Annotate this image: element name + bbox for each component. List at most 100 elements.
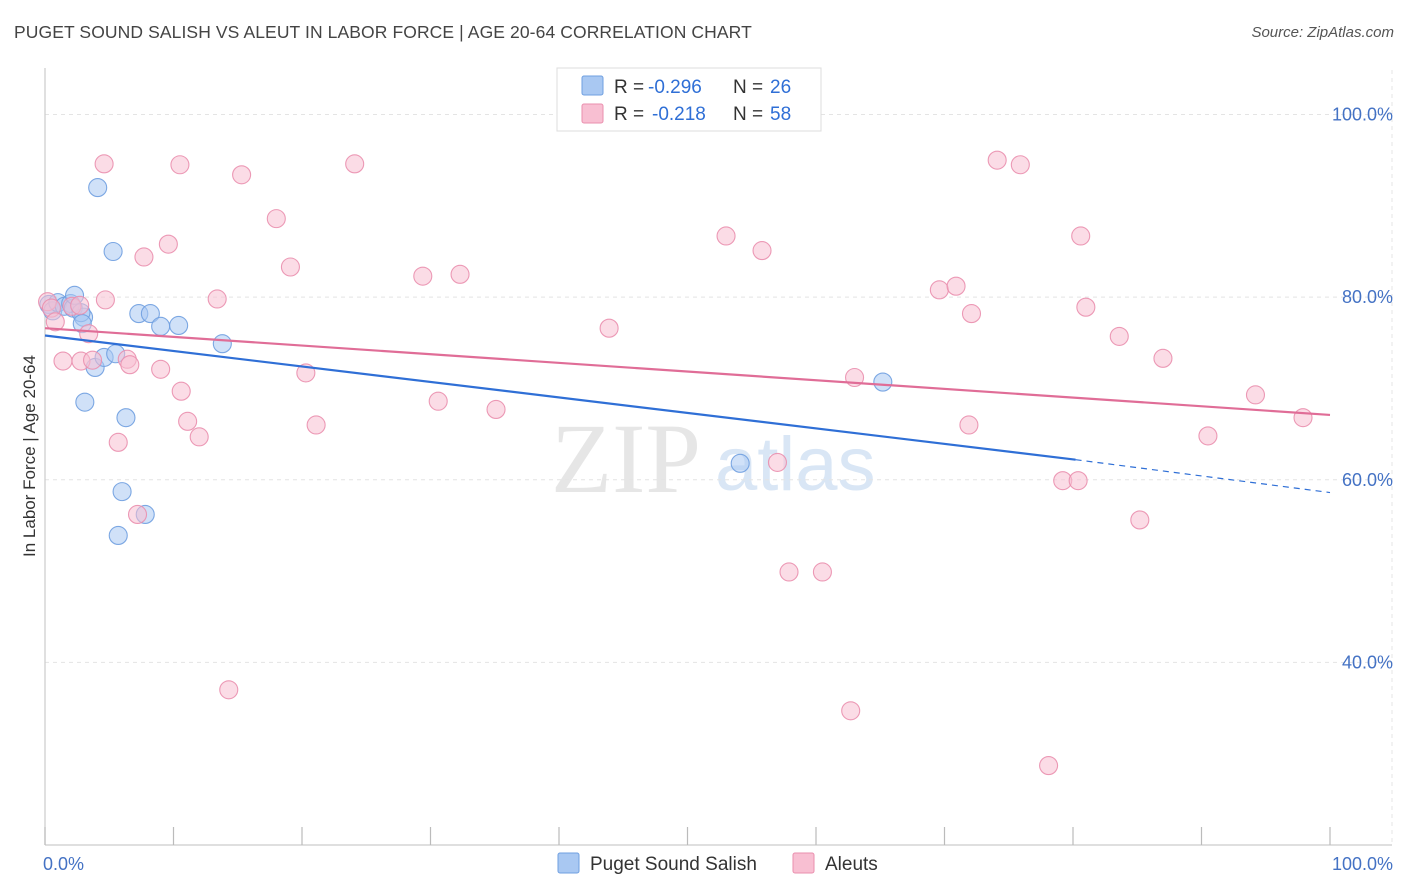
data-point-aleuts-18	[170, 155, 190, 175]
data-point-aleuts-24	[232, 165, 252, 185]
legend-n-label-salish: N =	[733, 77, 763, 98]
data-point-salish-26	[873, 372, 893, 392]
data-point-aleuts-13	[120, 355, 140, 375]
bottom-legend-swatch-aleuts	[792, 852, 815, 874]
data-point-aleuts-40	[841, 701, 861, 721]
axes	[44, 68, 1392, 846]
bottom-legend-label-puget-sound-salish: Puget Sound Salish	[590, 854, 757, 875]
data-point-aleuts-10	[95, 290, 115, 310]
data-point-aleuts-55	[1153, 348, 1173, 368]
data-point-aleuts-45	[959, 415, 979, 435]
trend-line-aleuts	[44, 327, 1331, 417]
data-point-salish-20	[140, 304, 160, 324]
data-point-aleuts-14	[127, 504, 148, 525]
data-point-aleuts-20	[178, 411, 198, 431]
data-point-aleuts-26	[280, 257, 300, 277]
watermark-zip: ZIP	[551, 403, 701, 514]
data-point-aleuts-31	[428, 391, 448, 411]
data-point-aleuts-19	[171, 381, 191, 401]
data-point-aleuts-32	[450, 264, 470, 284]
data-point-aleuts-57	[1245, 385, 1266, 405]
data-point-salish-10	[88, 178, 108, 198]
data-point-aleuts-8	[82, 350, 103, 370]
data-point-aleuts-21	[189, 427, 209, 447]
series-legend: Puget Sound Salish Aleuts	[557, 852, 878, 875]
data-point-salish-22	[169, 315, 189, 335]
trend-line-salish	[44, 334, 1076, 461]
trend-lines	[44, 327, 1331, 494]
series-aleuts-points	[38, 150, 1313, 776]
data-point-aleuts-23	[219, 680, 239, 700]
bottom-legend-label-aleuts: Aleuts	[825, 854, 878, 875]
y-tick-label-60: 60.0%	[1342, 470, 1393, 490]
gridlines	[45, 70, 1393, 845]
y-axis-title: In Labor Force | Age 20-64	[20, 355, 39, 557]
legend-r-value-aleuts: -0.218	[652, 104, 706, 125]
data-point-aleuts-33	[486, 399, 506, 420]
data-point-aleuts-7	[79, 324, 99, 344]
data-point-aleuts-3	[53, 351, 73, 371]
data-point-aleuts-22	[207, 289, 227, 309]
data-point-aleuts-47	[1010, 155, 1030, 175]
legend-swatch-aleuts	[581, 103, 604, 124]
data-point-aleuts-39	[812, 562, 832, 582]
legend-n-value-aleuts: 58	[770, 104, 791, 125]
data-point-salish-24	[212, 334, 232, 354]
x-axis-tick-labels: 0.0% 100.0%	[43, 854, 1393, 874]
legend-n-value-salish: 26	[770, 77, 791, 98]
data-point-aleuts-2	[45, 312, 65, 332]
legend-r-label-aleuts: R =	[614, 104, 644, 125]
data-point-aleuts-17	[151, 359, 171, 379]
data-point-aleuts-37	[767, 452, 788, 472]
data-point-salish-12	[75, 392, 95, 412]
y-tick-label-80: 80.0%	[1342, 287, 1393, 307]
data-point-aleuts-56	[1198, 426, 1218, 446]
x-tick-label-100: 100.0%	[1332, 854, 1393, 874]
data-point-aleuts-9	[94, 154, 114, 174]
legend-swatch-puget-sound-salish	[581, 75, 604, 96]
data-point-aleuts-25	[266, 209, 286, 229]
legend-r-value-salish: -0.296	[648, 77, 702, 98]
data-point-salish-11	[103, 241, 123, 262]
data-point-aleuts-38	[779, 562, 799, 582]
correlation-legend: R = -0.296 N = 26 R = -0.218 N = 58	[556, 67, 822, 132]
data-point-aleuts-46	[987, 150, 1007, 170]
data-point-aleuts-50	[1068, 471, 1088, 491]
chart-title: PUGET SOUND SALISH VS ALEUT IN LABOR FOR…	[14, 22, 752, 42]
legend-r-label-salish: R =	[614, 77, 644, 98]
data-point-salish-17	[112, 482, 132, 502]
y-tick-label-40: 40.0%	[1342, 652, 1393, 672]
trend-line-salish-extension	[1075, 459, 1331, 494]
y-axis-tick-labels: 100.0% 80.0% 60.0% 40.0%	[1332, 105, 1393, 673]
data-point-aleuts-54	[1130, 510, 1150, 530]
data-point-aleuts-51	[1071, 226, 1091, 246]
data-point-aleuts-5	[70, 295, 90, 315]
x-axis-ticks	[44, 827, 1331, 845]
data-point-salish-18	[108, 525, 128, 546]
legend-n-label-aleuts: N =	[733, 104, 763, 125]
data-point-aleuts-53	[1109, 326, 1129, 346]
data-point-salish-21	[151, 316, 171, 336]
watermark: ZIP atlas	[551, 403, 876, 514]
data-point-aleuts-43	[946, 276, 966, 296]
data-point-aleuts-48	[1039, 756, 1059, 776]
data-point-aleuts-29	[345, 154, 365, 174]
data-point-aleuts-52	[1076, 297, 1096, 317]
data-point-aleuts-15	[134, 247, 154, 267]
data-point-aleuts-30	[413, 266, 433, 286]
bottom-legend-swatch-puget-sound-salish	[557, 852, 580, 874]
data-point-salish-16	[116, 408, 136, 428]
x-tick-label-0: 0.0%	[43, 854, 84, 874]
data-point-aleuts-42	[929, 280, 949, 300]
data-point-aleuts-58	[1293, 408, 1313, 428]
data-point-aleuts-11	[108, 432, 128, 452]
data-point-aleuts-35	[716, 226, 736, 246]
data-point-aleuts-16	[158, 234, 178, 254]
data-point-aleuts-28	[306, 415, 326, 435]
source-credit: Source: ZipAtlas.com	[1251, 24, 1394, 41]
data-point-aleuts-36	[752, 241, 772, 261]
data-point-aleuts-44	[961, 304, 982, 324]
data-point-aleuts-34	[599, 318, 619, 338]
data-point-salish-25	[730, 453, 750, 473]
